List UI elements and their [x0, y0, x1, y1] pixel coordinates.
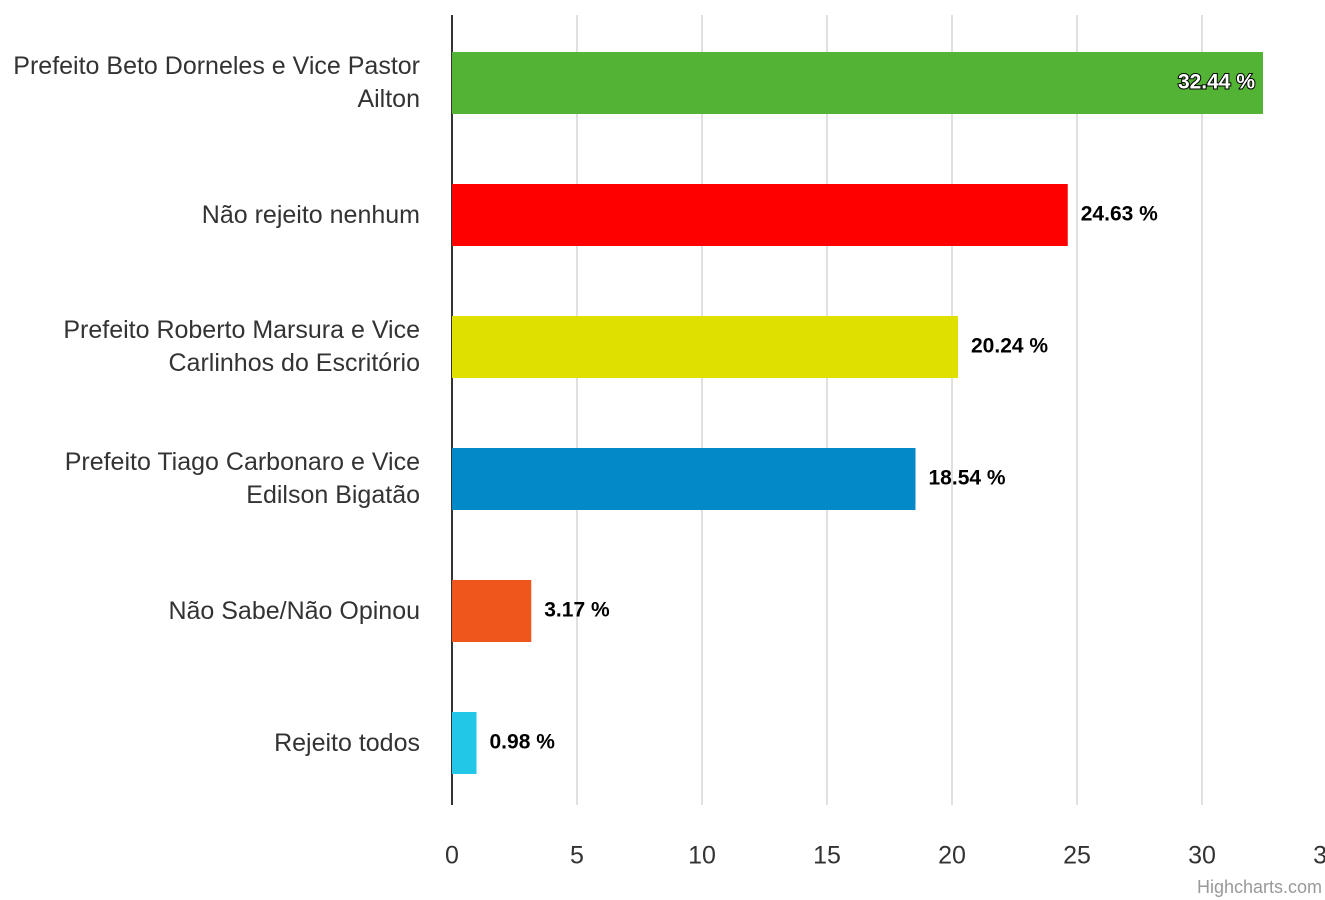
y-tick-label: Não rejeito nenhum — [201, 200, 420, 229]
x-tick-label: 5 — [570, 842, 584, 870]
data-label: 32.44 % — [1178, 71, 1255, 94]
x-tick-label: 0 — [445, 842, 459, 870]
data-label: 18.54 % — [929, 467, 1006, 490]
x-tick-label: 35 — [1313, 842, 1325, 870]
bar — [452, 184, 1068, 246]
credits: Highcharts.com — [1197, 877, 1322, 897]
category-label-box: Não rejeito nenhum — [0, 149, 420, 281]
y-tick-label: Prefeito Beto Dorneles e Vice Pastor Ail… — [13, 52, 420, 113]
bar — [452, 712, 477, 774]
category-label-box: Prefeito Beto Dorneles e Vice Pastor Ail… — [0, 17, 420, 149]
x-tick-label: 10 — [688, 842, 716, 870]
x-tick-label: 25 — [1063, 842, 1091, 870]
bar — [452, 316, 958, 378]
category-label-box: Prefeito Tiago Carbonaro e Vice Edilson … — [0, 413, 420, 545]
category-label-box: Não Sabe/Não Opinou — [0, 545, 420, 677]
y-tick-label: Rejeito todos — [274, 728, 420, 757]
category-label-box: Prefeito Roberto Marsura e Vice Carlinho… — [0, 281, 420, 413]
bar — [452, 580, 532, 642]
category-label-box: Rejeito todos — [0, 677, 420, 809]
data-label: 20.24 % — [971, 335, 1048, 358]
x-tick-label: 30 — [1188, 842, 1216, 870]
data-label: 24.63 % — [1081, 203, 1158, 226]
y-tick-label: Não Sabe/Não Opinou — [168, 596, 420, 625]
data-label: 3.17 % — [544, 599, 610, 622]
x-tick-label: 15 — [813, 842, 841, 870]
y-tick-label: Prefeito Roberto Marsura e Vice Carlinho… — [63, 316, 420, 377]
bar — [452, 52, 1263, 114]
bar — [452, 448, 916, 510]
data-label: 0.98 % — [490, 731, 556, 754]
x-tick-label: 20 — [938, 842, 966, 870]
y-tick-label: Prefeito Tiago Carbonaro e Vice Edilson … — [64, 448, 420, 509]
